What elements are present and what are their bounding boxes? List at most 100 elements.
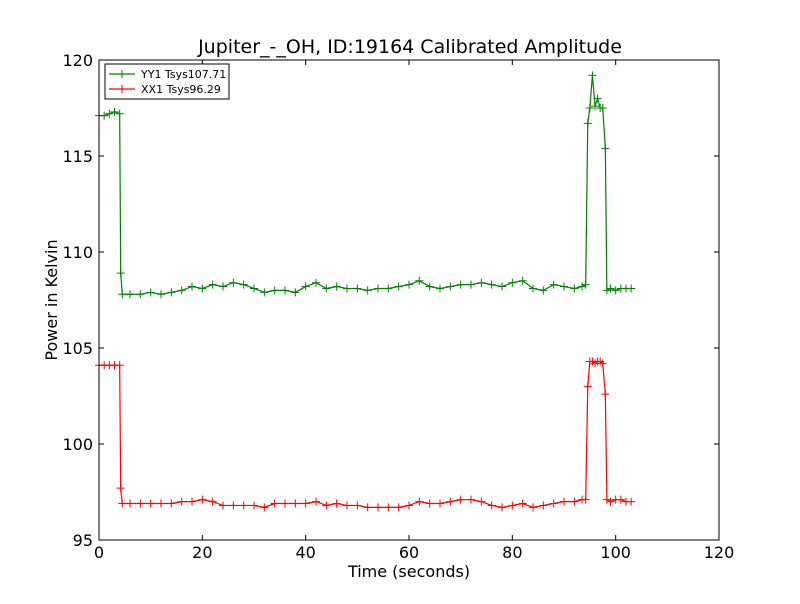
legend-item: XX1 Tsys96.29 [109,83,221,96]
data-point [467,495,475,504]
data-point [363,503,372,512]
y-tick-label: 100 [62,435,93,454]
series-1 [95,71,636,299]
data-point [601,144,610,153]
data-point [353,501,362,510]
data-point [146,499,155,508]
data-point [570,284,579,293]
data-point [405,280,413,289]
data-point [270,286,279,295]
data-point [322,284,331,293]
data-point [260,503,269,512]
axis-ticks: 0 20 40 60 80 100 120 95 100 105 110 115 120 [62,51,734,562]
data-point [291,288,300,297]
data-point [332,282,341,291]
data-point [126,290,134,299]
data-point [177,497,186,506]
data-point [405,501,413,510]
data-point [270,499,279,508]
data-point [529,284,537,293]
data-point [384,284,393,293]
data-point [115,109,124,118]
data-point [394,503,403,512]
data-point [508,501,517,510]
x-tick-label: 20 [192,543,212,562]
data-point [126,499,134,508]
y-tick-label: 120 [62,51,93,70]
x-tick-label: 80 [502,543,522,562]
data-point [136,290,145,299]
y-tick-label: 110 [62,243,93,262]
data-point [446,282,455,291]
data-point [539,286,548,295]
x-axis-label: Time (seconds) [347,562,470,581]
data-point [177,286,186,295]
data-point [239,280,248,289]
data-point [100,111,109,120]
data-point [301,282,310,291]
data-point [446,497,455,506]
data-point [456,495,465,504]
data-point [606,497,615,506]
legend-item: YY1 Tsys107.71 [109,68,226,81]
chart-title: Jupiter_-_OH, ID:19164 Calibrated Amplit… [197,36,622,58]
data-point [583,382,592,391]
data-point [539,501,548,510]
data-point [436,284,444,293]
data-point [322,501,331,510]
data-point [598,359,607,368]
data-point [260,288,269,297]
data-point [581,495,590,504]
data-point [498,503,506,512]
data-point [198,284,207,293]
data-point [477,497,486,506]
data-point [611,286,620,295]
data-point [627,497,636,506]
data-point [229,501,238,510]
data-point [518,276,527,285]
data-point [602,495,611,504]
legend-marker [118,70,126,78]
data-point [570,497,579,506]
data-point [560,497,568,506]
y-tick-label: 105 [62,339,93,358]
data-point [343,501,351,510]
x-tick-label: 0 [94,543,104,562]
x-tick-label: 40 [295,543,315,562]
y-axis-label: Power in Kelvin [42,239,61,360]
data-point [250,284,258,293]
data-point [332,499,341,508]
data-point [118,499,127,508]
y-tick-label: 95 [73,531,93,550]
data-point [518,499,527,508]
data-point [581,280,590,289]
data-point [157,290,165,299]
data-point [250,501,258,510]
data-point [116,484,125,493]
data-point [291,499,300,508]
legend-label: XX1 Tsys96.29 [141,83,221,96]
data-point [529,503,537,512]
series-layer [95,71,636,512]
data-point [415,276,424,285]
data-point [601,390,610,399]
data-point [606,284,615,293]
data-point [118,290,127,299]
x-tick-label: 100 [600,543,631,562]
data-point [208,280,217,289]
x-tick-label: 60 [399,543,419,562]
data-point [136,499,145,508]
data-point [467,280,475,289]
data-point [157,499,165,508]
data-point [167,288,176,297]
data-point [588,71,597,80]
data-point [188,282,196,291]
data-point [583,119,592,128]
x-tick-label: 120 [704,543,735,562]
legend: YY1 Tsys107.71 XX1 Tsys96.29 [104,63,230,100]
data-point [353,284,362,293]
data-point [394,282,403,291]
